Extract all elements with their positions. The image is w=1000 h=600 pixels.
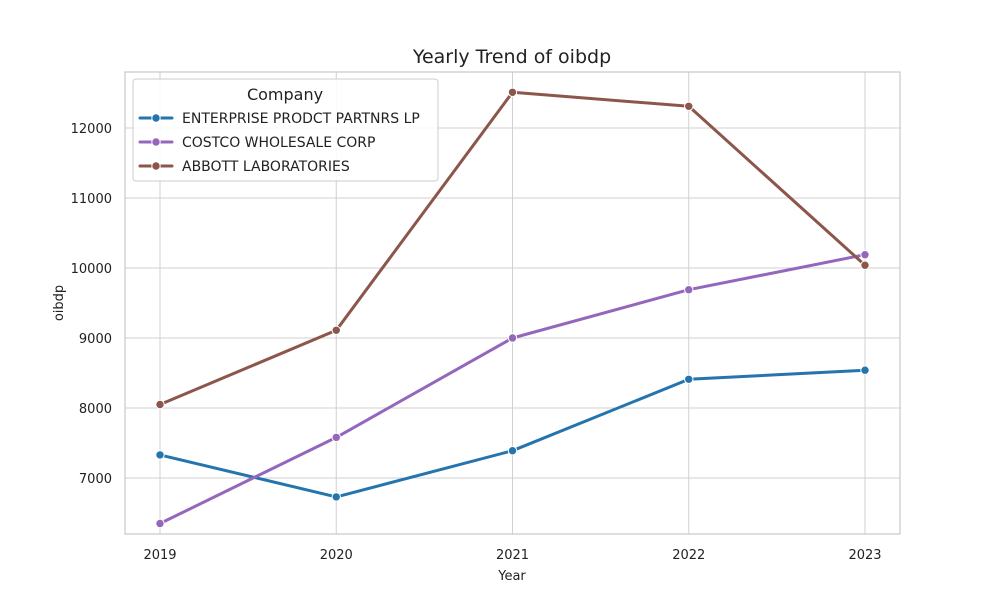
data-point [507, 333, 518, 343]
legend-entry: ENTERPRISE PRODCT PARTNRS LP [138, 111, 420, 127]
data-point [155, 399, 165, 410]
legend-label: COSTCO WHOLESALE CORP [182, 135, 375, 151]
y-tick-label: 7000 [79, 472, 112, 487]
data-point [507, 446, 518, 456]
data-point [331, 432, 341, 443]
x-tick-label: 2021 [496, 548, 529, 563]
legend-label: ENTERPRISE PRODCT PARTNRS LP [182, 111, 420, 127]
x-axis-label: Year [497, 569, 526, 584]
x-tick-label: 2022 [672, 548, 705, 563]
data-point [155, 518, 165, 529]
x-tick-label: 2023 [848, 548, 881, 563]
legend-marker [151, 137, 161, 147]
legend-marker [151, 113, 161, 123]
legend-box [132, 78, 439, 182]
series-layer [155, 87, 870, 529]
tick-labels: 2019 2020 2021 2022 2023 7000 8000 9000 10000 110… [71, 122, 882, 563]
data-point [860, 260, 870, 270]
data-point [155, 450, 165, 460]
legend-items: ENTERPRISE PRODCT PARTNRS LP COSTCO WHOLE… [138, 111, 420, 175]
legend-entry: ABBOTT LABORATORIES [138, 159, 350, 175]
data-point [331, 325, 341, 335]
series-3 [155, 87, 870, 410]
y-tick-label: 9000 [79, 332, 112, 347]
data-point [684, 101, 694, 112]
data-point [684, 285, 694, 295]
y-axis-label: oibdp [52, 285, 67, 321]
legend-marker [151, 161, 161, 171]
y-tick-label: 8000 [79, 402, 112, 417]
y-tick-label: 10000 [71, 262, 112, 277]
y-tick-label: 11000 [71, 192, 112, 207]
data-point [860, 250, 870, 260]
legend-label: ABBOTT LABORATORIES [182, 159, 350, 175]
x-tick-label: 2020 [320, 548, 353, 563]
series-1 [155, 365, 870, 502]
data-point [684, 374, 694, 384]
data-point [860, 365, 870, 375]
legend-title: Company [247, 85, 323, 104]
legend: Company ENTERPRISE PRODCT PARTNRS LP COST… [132, 78, 439, 182]
data-point [507, 87, 518, 98]
x-tick-label: 2019 [143, 548, 176, 563]
legend-entry: COSTCO WHOLESALE CORP [138, 135, 375, 151]
plot-area-frame [124, 71, 901, 535]
series-2 [155, 250, 870, 529]
data-point [331, 492, 341, 502]
chart-title: Yearly Trend of oibdp [412, 46, 611, 68]
y-tick-label: 12000 [71, 122, 112, 137]
